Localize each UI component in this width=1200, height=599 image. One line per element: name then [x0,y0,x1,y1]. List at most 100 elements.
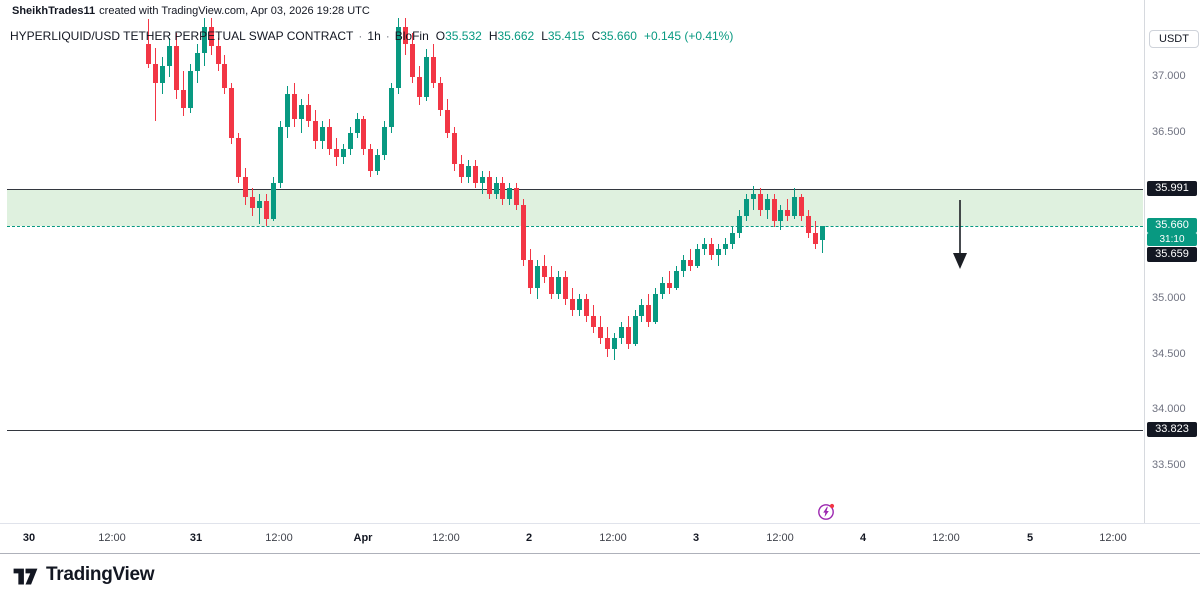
horizontal-level-line[interactable] [7,189,1143,190]
candle [535,266,540,288]
event-lightning-icon[interactable] [816,502,836,523]
candle [243,177,248,197]
candle [167,46,172,66]
price-scale[interactable]: USDT 37.000 36.500 35.000 34.500 34.000 33.50… [1144,0,1200,523]
candle [806,216,811,233]
horizontal-level-line[interactable] [7,430,1143,431]
candle [424,57,429,97]
candle [598,327,603,338]
candle [528,260,533,288]
last-price-badge: 35.660 [1147,218,1197,233]
time-axis[interactable]: 30 12:00 31 12:00 Apr 12:00 2 12:00 3 12:00 4 12:00… [0,523,1200,554]
candle [382,127,387,155]
candle [639,305,644,316]
candle [452,133,457,164]
candle [466,166,471,177]
candle [507,188,512,199]
candle [681,260,686,271]
candle [702,244,707,249]
supply-zone[interactable] [7,189,1143,226]
candle [403,27,408,44]
time-label: 12:00 [98,532,126,544]
candle [646,305,651,322]
candle [723,244,728,249]
price-tick: 34.500 [1152,348,1186,360]
candle [188,71,193,108]
tradingview-brand-text: TradingView [46,564,155,585]
candle [494,183,499,194]
candle [626,327,631,344]
candle [772,199,777,221]
ohlc-high-key: H [488,29,498,43]
ohlc-values: O35.532 H35.662 L35.415 C35.660 [429,29,637,43]
candle [667,283,672,288]
candle [153,64,158,83]
candle [313,121,318,141]
tradingview-logo-icon [13,568,38,585]
candle [709,244,714,255]
candle-wick [718,244,719,266]
candle [250,197,255,208]
candle [765,199,770,210]
candle [202,27,207,53]
candle [730,233,735,244]
currency-toggle[interactable]: USDT [1149,30,1199,48]
footer: TradingView [0,554,1200,599]
candle [744,199,749,216]
down-arrow-annotation[interactable] [948,200,972,274]
candle [174,46,179,90]
candle [500,183,505,199]
candle [688,260,693,266]
candle [813,233,818,244]
ohlc-open-key: O [435,29,446,43]
candle [368,149,373,171]
candle [445,110,450,133]
candle [431,57,436,83]
candle [375,155,380,171]
chart-plot[interactable] [0,18,1144,523]
price-tick: 36.500 [1152,126,1186,138]
candle [785,210,790,216]
time-label: 4 [859,532,867,544]
candle [292,94,297,119]
candle [396,27,401,88]
candle [334,149,339,157]
change-label: +0.145 (+0.41%) [643,29,734,43]
time-label: 12:00 [599,532,627,544]
prev-price-badge: 35.659 [1147,247,1197,262]
candle [209,27,214,46]
candle-wick [155,48,156,121]
candle [591,316,596,327]
candle-wick [259,194,260,224]
candle [278,127,283,183]
time-label: 12:00 [432,532,460,544]
ohlc-close-key: C [591,29,601,43]
price-tick: 35.000 [1152,292,1186,304]
candle [348,133,353,149]
candle [612,338,617,349]
candle [549,277,554,294]
symbol-legend: HYPERLIQUID/USD TETHER PERPETUAL SWAP CO… [10,29,733,43]
candle [320,127,325,141]
time-label: 30 [22,532,36,544]
interval-label: 1h [367,29,381,43]
countdown-price-badge: 31:10 [1147,233,1197,246]
time-label: 12:00 [1099,532,1127,544]
exchange-label: BloFin [394,29,429,43]
candle [146,44,151,64]
candle [778,210,783,221]
attribution-bar: SheikhTrades11 created with TradingView.c… [12,5,370,17]
candle [619,327,624,338]
ohlc-low-value: 35.415 [547,29,585,43]
price-tick: 34.000 [1152,403,1186,415]
candle [299,105,304,119]
candle [181,90,186,108]
candle [633,316,638,344]
candle [487,177,492,194]
candle [521,205,526,260]
time-label: 12:00 [766,532,794,544]
tradingview-logo-link[interactable]: TradingView [12,563,155,587]
ohlc-high-value: 35.662 [497,29,535,43]
candle [410,44,415,77]
candle [577,299,582,310]
